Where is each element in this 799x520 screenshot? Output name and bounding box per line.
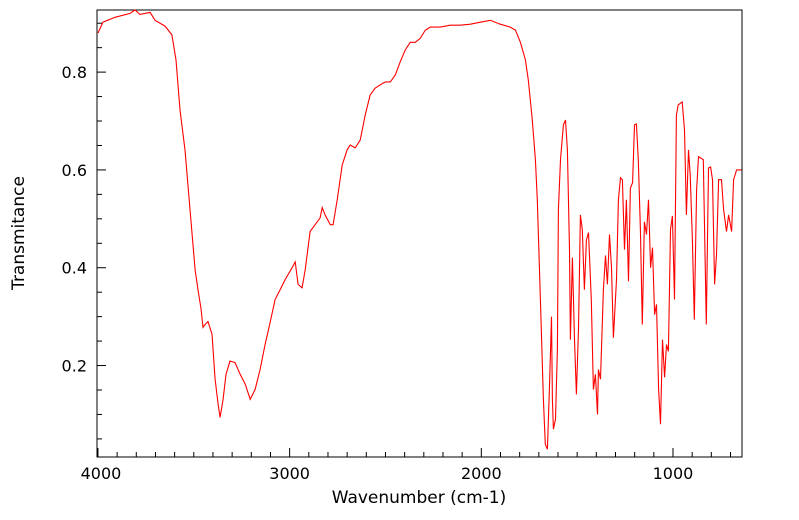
- y-axis-label: Transmitance: [9, 176, 29, 291]
- spectrum-line: [97, 9, 742, 450]
- y-tick-label: 0.2: [62, 357, 87, 376]
- x-tick-label: 1000: [653, 464, 694, 483]
- x-axis-label: Wavenumber (cm-1): [332, 488, 507, 508]
- axis-ticks: [97, 22, 731, 457]
- axis-tick-labels: 4000 3000 2000 1000 0.2 0.4 0.6 0.8: [62, 63, 694, 483]
- y-tick-label: 0.6: [62, 161, 87, 180]
- y-tick-label: 0.4: [62, 259, 87, 278]
- x-tick-label: 3000: [269, 464, 310, 483]
- plot-frame: [96, 9, 743, 458]
- x-tick-label: 2000: [461, 464, 502, 483]
- y-tick-label: 0.8: [62, 63, 87, 82]
- x-tick-label: 4000: [81, 464, 122, 483]
